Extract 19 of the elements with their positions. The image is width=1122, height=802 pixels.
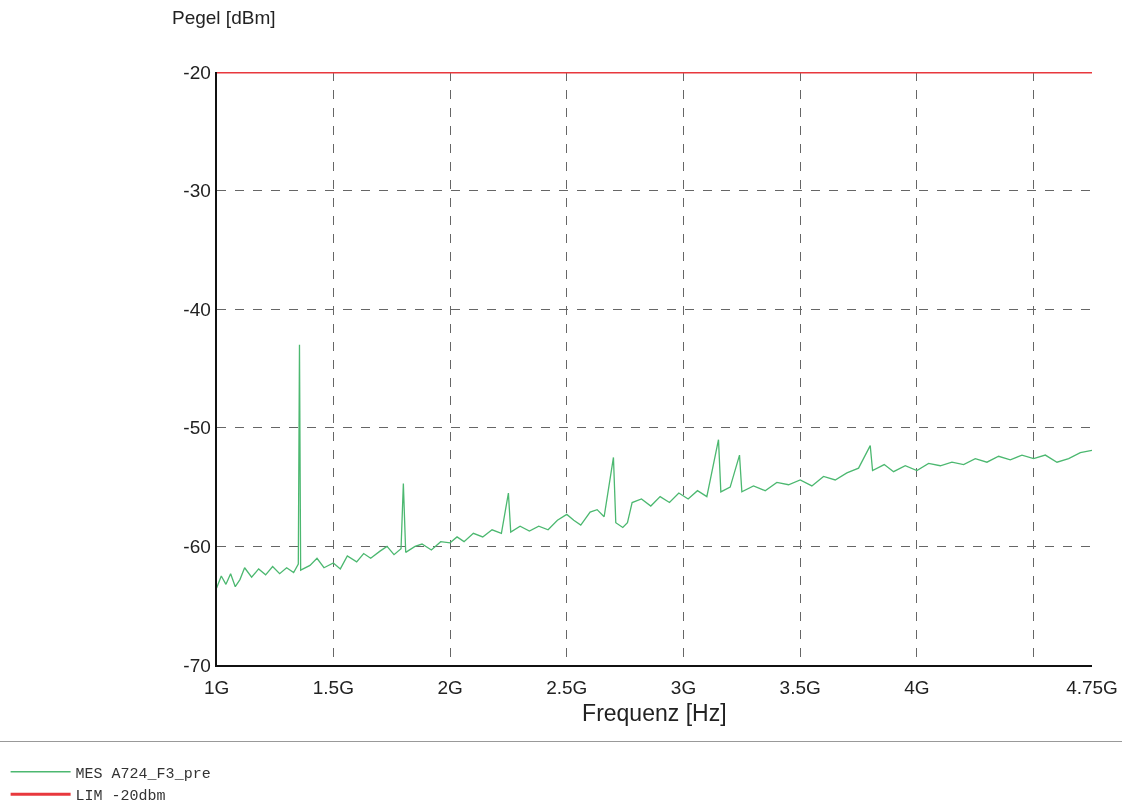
x-tick-label: 2.5G: [546, 676, 588, 698]
line-series: [216, 344, 1092, 589]
legend-label: MES A724_F3_pre: [75, 765, 211, 783]
x-tick-label: 1.5G: [312, 676, 354, 698]
x-tick-label: 4.75G: [1066, 676, 1118, 698]
y-tick-label: -40: [183, 298, 211, 320]
y-tick-label: -30: [183, 180, 211, 202]
y-tick-label: -50: [183, 417, 211, 439]
y-axis-title: Pegel [dBm]: [172, 7, 276, 28]
legend-label: LIM -20dbm: [75, 788, 166, 802]
x-tick-label: 3G: [670, 676, 697, 698]
x-tick-label: 2G: [437, 676, 463, 698]
x-tick-label: 3.5G: [779, 676, 821, 698]
x-axis-title: Frequenz [Hz]: [582, 699, 727, 726]
y-tick-label: -70: [183, 654, 211, 676]
x-tick-label: 1G: [203, 676, 230, 698]
y-tick-label: -20: [183, 61, 211, 83]
x-tick-label: 4G: [904, 676, 930, 698]
y-tick-label: -60: [183, 536, 211, 558]
